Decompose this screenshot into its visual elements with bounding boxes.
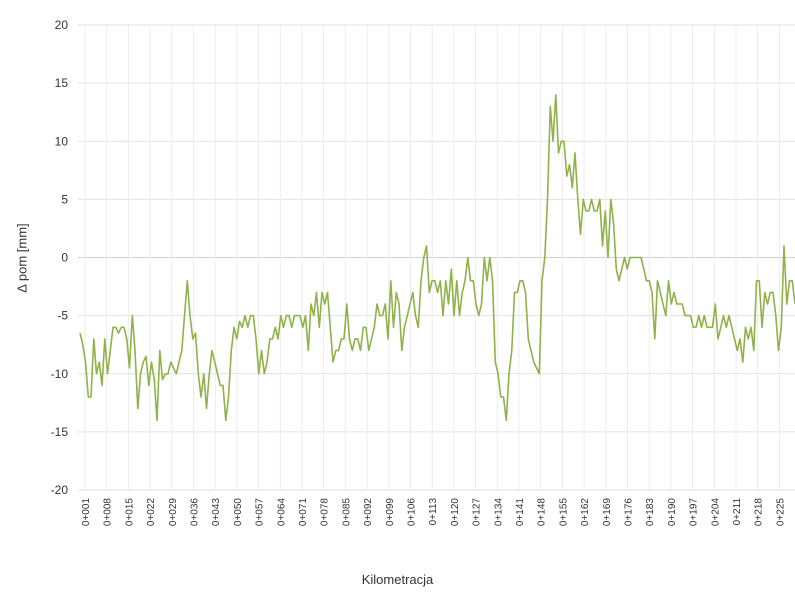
x-tick-label: 0+106 <box>407 498 418 527</box>
x-tick-label: 0+225 <box>775 498 786 527</box>
x-tick-label: 0+036 <box>190 498 201 527</box>
vertical-gridlines <box>84 25 780 490</box>
y-tick-label: -5 <box>57 309 68 323</box>
x-tick-label: 0+127 <box>472 498 483 527</box>
x-tick-label: 0+169 <box>602 498 613 527</box>
x-tick-label: 0+120 <box>450 498 461 527</box>
x-tick-label: 0+071 <box>298 498 309 527</box>
x-tick-label: 0+204 <box>710 498 721 527</box>
x-tick-label: 0+022 <box>146 498 157 527</box>
y-tick-label: -20 <box>51 483 69 497</box>
y-axis-ticks: 20 15 10 5 0 -5 -10 -15 -20 <box>51 18 69 497</box>
y-tick-label: 10 <box>55 134 69 148</box>
x-tick-label: 0+197 <box>689 498 700 527</box>
x-tick-label: 0+134 <box>493 498 504 527</box>
x-tick-label: 0+008 <box>103 498 114 527</box>
x-tick-label: 0+155 <box>558 498 569 527</box>
x-tick-label: 0+029 <box>168 498 179 527</box>
x-tick-label: 0+015 <box>124 498 135 527</box>
x-tick-label: 0+064 <box>276 498 287 527</box>
x-tick-label: 0+050 <box>233 498 244 527</box>
x-tick-label: 0+183 <box>645 498 656 527</box>
x-tick-label: 0+057 <box>255 498 266 527</box>
x-tick-label: 0+141 <box>515 498 526 527</box>
x-axis-ticks: 0+001 0+008 0+015 0+022 0+029 0+036 0+043 0+050… <box>81 498 786 527</box>
y-tick-label: 15 <box>55 76 69 90</box>
x-tick-label: 0+211 <box>732 498 743 526</box>
x-axis-label: Kilometracja <box>361 572 434 587</box>
horizontal-gridlines <box>78 24 795 491</box>
x-tick-label: 0+176 <box>624 498 635 527</box>
y-tick-label: -10 <box>51 367 69 381</box>
x-tick-label: 0+162 <box>580 498 591 527</box>
x-tick-label: 0+190 <box>667 498 678 527</box>
y-tick-label: 20 <box>55 18 69 32</box>
x-tick-label: 0+001 <box>81 498 92 527</box>
y-tick-label: 5 <box>61 192 68 206</box>
x-tick-label: 0+099 <box>385 498 396 527</box>
y-axis-label: Δ pom [mm] <box>14 223 30 293</box>
y-tick-label: 0 <box>61 251 68 265</box>
x-tick-label: 0+218 <box>754 498 765 527</box>
y-tick-label: -15 <box>51 425 69 439</box>
x-tick-label: 0+078 <box>320 498 331 527</box>
x-tick-label: 0+092 <box>363 498 374 527</box>
x-tick-label: 0+113 <box>428 498 439 526</box>
series-line <box>79 94 795 422</box>
x-tick-label: 0+148 <box>537 498 548 527</box>
x-tick-label: 0+085 <box>341 498 352 527</box>
x-tick-label: 0+043 <box>211 498 222 527</box>
